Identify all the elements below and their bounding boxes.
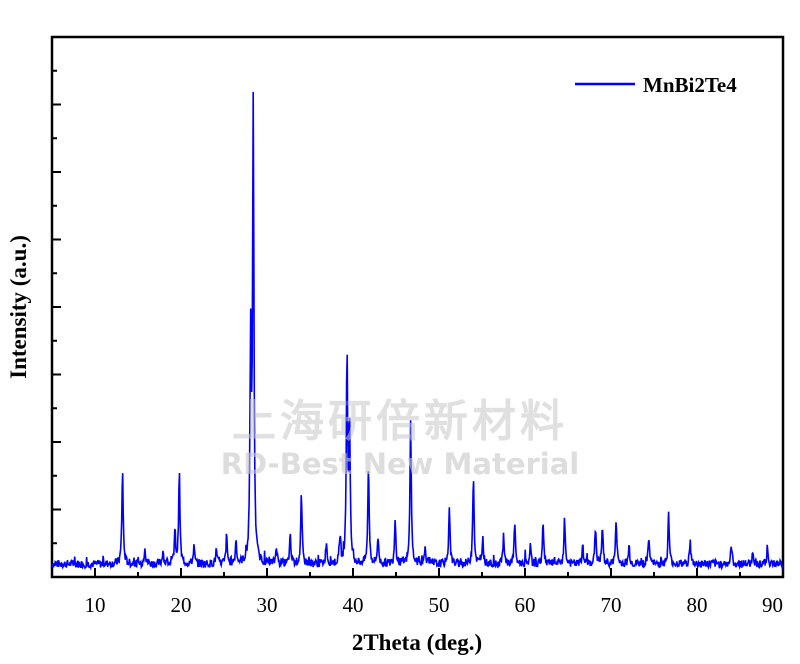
legend-label: MnBi2Te4 [643, 73, 737, 97]
x-tick-label: 80 [687, 593, 708, 617]
y-axis-title: Intensity (a.u.) [6, 235, 31, 379]
x-axis-title: 2Theta (deg.) [352, 630, 482, 655]
x-tick-label: 10 [85, 593, 106, 617]
legend: MnBi2Te4 [575, 73, 737, 97]
x-tick-label: 30 [257, 593, 278, 617]
watermark-english: RD-Best New Material [221, 447, 580, 481]
x-tick-label: 90 [762, 593, 783, 617]
x-axis-tick-labels: 10 20 30 40 50 60 70 80 90 [85, 593, 784, 617]
plot-frame [50, 35, 785, 579]
x-tick-label: 50 [429, 593, 450, 617]
y-axis-ticks [52, 36, 61, 578]
x-tick-label: 20 [171, 593, 192, 617]
series-line-mnbi2te4 [51, 91, 784, 571]
x-tick-label: 60 [515, 593, 536, 617]
x-axis-ticks [51, 568, 784, 577]
watermark-chinese: 上海研倍新材料 [232, 396, 568, 447]
x-tick-label: 40 [343, 593, 364, 617]
x-tick-label: 70 [601, 593, 622, 617]
